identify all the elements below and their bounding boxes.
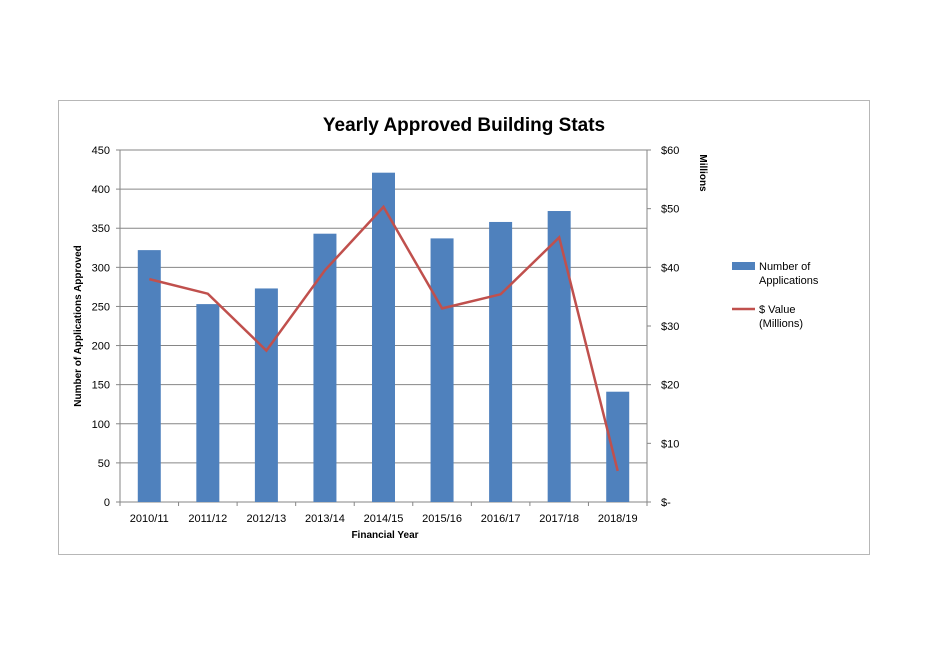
bar-2011-12 xyxy=(196,304,220,502)
y2-axis-title: Millions xyxy=(697,154,708,192)
x-axis-title: Financial Year xyxy=(351,530,418,541)
bar-2012-13 xyxy=(254,288,278,502)
bar-2014-15 xyxy=(372,172,395,502)
x-tick-label: 2015/16 xyxy=(422,513,462,525)
bar-2016-17 xyxy=(489,221,513,502)
y2-tick-label: $10 xyxy=(661,438,679,450)
y-axis-title: Number of Applications Approved xyxy=(73,245,84,407)
legend-label: (Millions) xyxy=(759,318,803,330)
legend-label: Number of xyxy=(759,261,811,273)
y2-tick-label: $60 xyxy=(661,145,679,157)
y-tick-label: 450 xyxy=(92,145,110,157)
bar-2013-14 xyxy=(313,233,337,502)
chart-frame: Yearly Approved Building Stats 0 50 100 150 2… xyxy=(58,100,870,555)
y-tick-label: 150 xyxy=(92,380,110,392)
y2-tick-label: $- xyxy=(661,497,671,509)
y2-tick-label: $30 xyxy=(661,321,679,333)
x-tick-label: 2012/13 xyxy=(247,513,287,525)
y-tick-label: 100 xyxy=(92,419,110,431)
y-tick-label: 200 xyxy=(92,341,110,353)
x-tick-label: 2018/19 xyxy=(598,513,638,525)
chart-title: Yearly Approved Building Stats xyxy=(323,115,605,136)
y-tick-label: 250 xyxy=(92,301,110,313)
x-tick-label: 2013/14 xyxy=(305,513,345,525)
x-tick-label: 2014/15 xyxy=(364,513,404,525)
x-tick-label: 2011/12 xyxy=(188,513,227,525)
y-tick-label: 0 xyxy=(104,497,110,509)
y-tick-label: 50 xyxy=(98,458,110,470)
bar-2015-16 xyxy=(430,238,454,502)
y-tick-label: 300 xyxy=(92,262,110,274)
bar-2010-11 xyxy=(137,250,161,502)
bar-2017-18 xyxy=(547,211,571,502)
y2-tick-label: $20 xyxy=(661,380,679,392)
y-tick-label: 400 xyxy=(92,184,110,196)
x-tick-label: 2017/18 xyxy=(539,513,579,525)
chart: Yearly Approved Building Stats 0 50 100 150 2… xyxy=(73,115,819,541)
legend-label: $ Value xyxy=(759,304,796,316)
legend-swatch-applications xyxy=(732,262,755,270)
y2-tick-label: $40 xyxy=(661,262,679,274)
legend-label: Applications xyxy=(759,275,819,287)
y2-tick-label: $50 xyxy=(661,204,679,216)
x-tick-label: 2010/11 xyxy=(130,513,169,525)
x-tick-label: 2016/17 xyxy=(481,513,521,525)
bar-2018-19 xyxy=(606,391,630,502)
y-tick-label: 350 xyxy=(92,223,110,235)
